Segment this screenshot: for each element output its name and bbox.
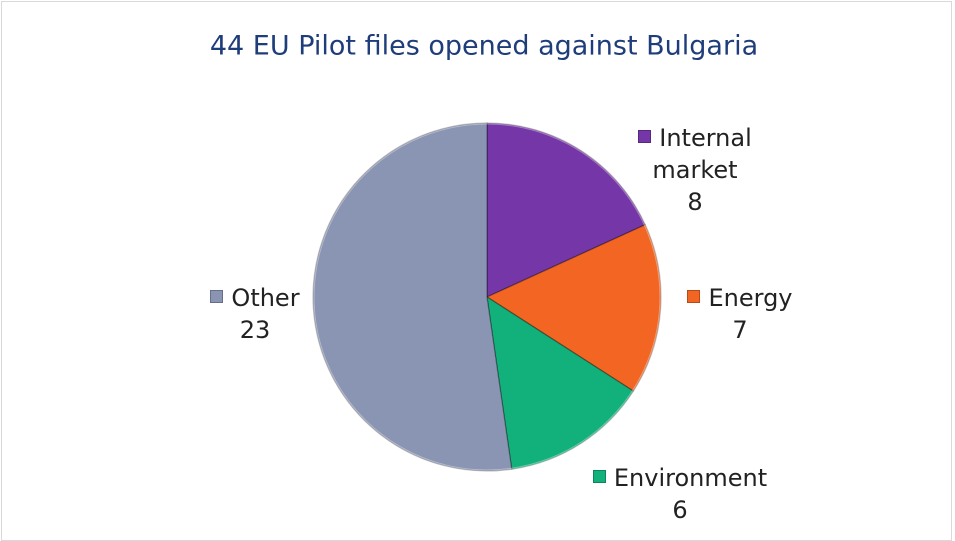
pie-slice	[486, 122, 647, 298]
slice-label: Other 23	[160, 282, 350, 346]
pie-slice	[486, 295, 635, 470]
chart: 44 EU Pilot files opened against Bulgari…	[210, 31, 758, 473]
legend-swatch	[592, 470, 606, 483]
slice-label: Energy 7	[645, 282, 835, 346]
slice-label: Internal market 8	[600, 122, 790, 218]
label-name: Other	[231, 284, 300, 312]
legend-swatch	[210, 290, 224, 303]
label-value: 23	[239, 316, 271, 344]
label-value: 7	[732, 316, 748, 344]
pie-outline	[311, 121, 663, 473]
label-name: Environment	[613, 464, 768, 492]
label-value: 6	[672, 496, 688, 524]
label-name: Energy	[708, 284, 793, 312]
legend-swatch	[638, 130, 652, 143]
label-name: Internal market	[652, 124, 752, 184]
label-value: 8	[687, 188, 703, 216]
chart-title: 44 EU Pilot files opened against Bulgari…	[210, 31, 758, 62]
slice-label: Environment 6	[585, 462, 775, 526]
legend-swatch	[687, 290, 701, 303]
pie-slice	[312, 122, 513, 472]
pie-slice	[485, 223, 662, 392]
